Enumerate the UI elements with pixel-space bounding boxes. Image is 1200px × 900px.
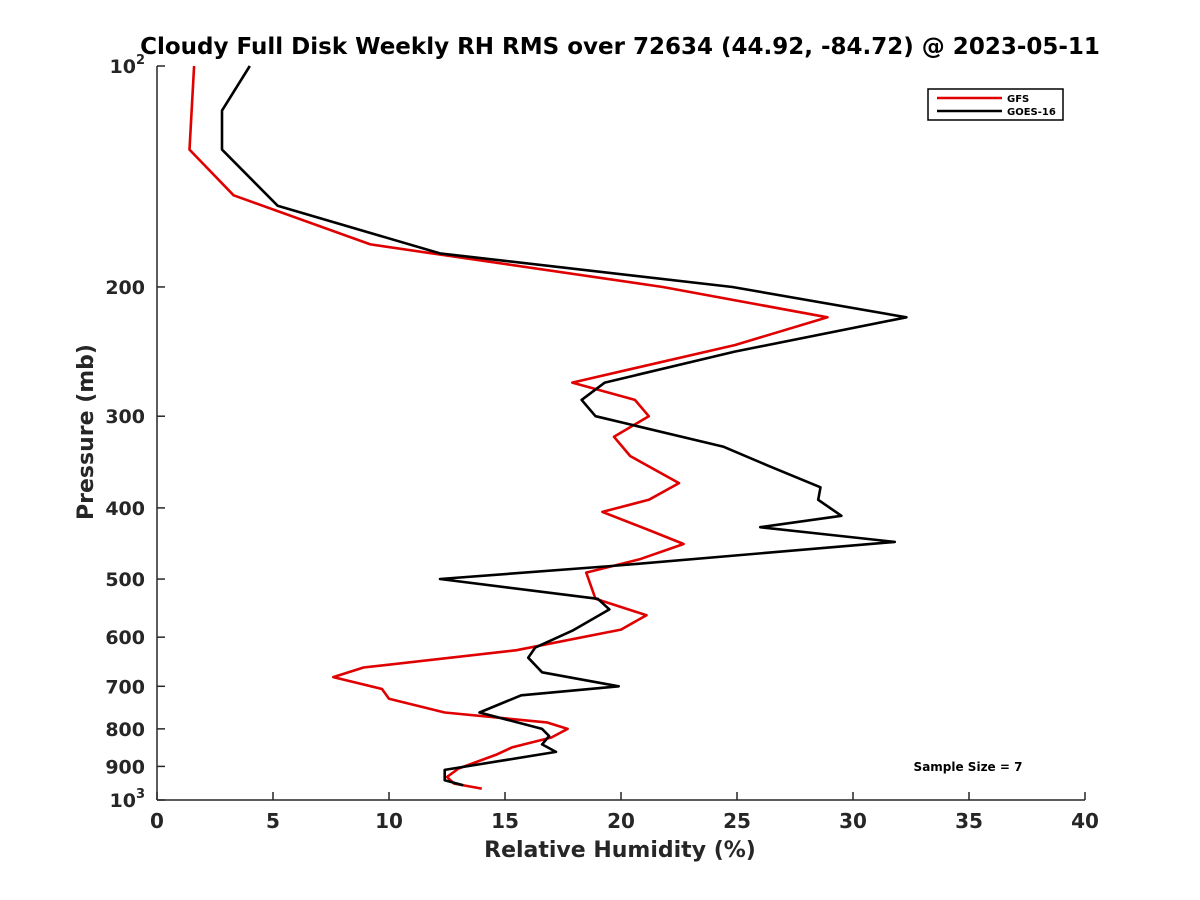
legend: GFS GOES-16 — [927, 88, 1064, 121]
y-axis-label: Pressure (mb) — [74, 344, 99, 520]
x-tick-label: 10 — [375, 809, 403, 833]
x-tick-label: 15 — [491, 809, 519, 833]
y-tick-label: 102 — [110, 53, 146, 78]
y-tick-label: 600 — [105, 627, 145, 649]
x-tick-label: 35 — [955, 809, 983, 833]
y-axis-ticks: 102 200 300 400 500 600 700 800 900 103 — [105, 53, 165, 812]
x-tick-label: 0 — [150, 809, 164, 833]
x-tick-label: 30 — [839, 809, 867, 833]
y-tick-label: 400 — [105, 498, 145, 520]
y-tick-label: 700 — [105, 676, 145, 698]
x-tick-label: 20 — [607, 809, 635, 833]
x-axis-ticks: 0 5 10 15 20 25 30 35 40 — [150, 792, 1099, 833]
legend-box — [927, 88, 1064, 121]
y-tick-label: 103 — [110, 787, 146, 812]
series-line-gfs — [188, 65, 829, 790]
y-tick-label: 200 — [105, 277, 145, 299]
y-tick-label: 500 — [105, 569, 145, 591]
series-lines — [188, 65, 908, 790]
x-tick-label: 5 — [266, 809, 280, 833]
plot-area: 102 200 300 400 500 600 700 800 900 103 0 5 10 15 20 2… — [105, 53, 1099, 833]
x-axis-label: Relative Humidity (%) — [484, 838, 756, 863]
y-tick-label: 900 — [105, 756, 145, 778]
legend-label-gfs: GFS — [1007, 94, 1029, 105]
x-tick-label: 40 — [1071, 809, 1099, 833]
sample-size-annotation: Sample Size = 7 — [914, 760, 1023, 774]
y-tick-label: 800 — [105, 719, 145, 741]
legend-label-goes16: GOES-16 — [1007, 107, 1056, 118]
x-tick-label: 25 — [723, 809, 751, 833]
series-line-goes16 — [220, 65, 908, 787]
chart-title: Cloudy Full Disk Weekly RH RMS over 7263… — [140, 34, 1100, 60]
y-tick-label: 300 — [105, 406, 145, 428]
